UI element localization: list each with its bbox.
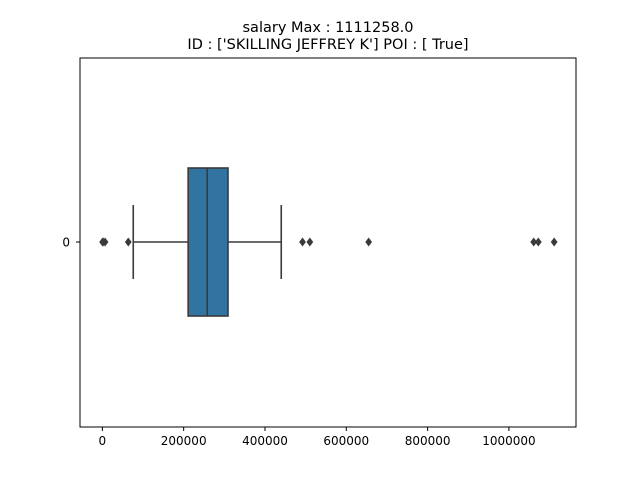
y-tick-label: 0 [62,236,70,250]
x-tick-label: 200000 [161,434,207,448]
y-axis: 0 [62,236,80,250]
iqr-box [187,167,229,317]
x-tick-label: 400000 [242,434,288,448]
outlier-point [99,237,107,247]
outlier-point [550,237,558,247]
outlier-point [124,237,132,247]
chart-title-line1: salary Max : 1111258.0 [243,20,414,36]
outlier-point [534,237,542,247]
chart-title-line2: ID : ['SKILLING JEFFREY K'] POI : [ True… [187,37,468,53]
outlier-point [299,237,306,247]
x-tick-label: 600000 [323,434,369,448]
outlier-point [530,237,538,247]
plot-area [79,57,577,428]
outlier-point [306,237,314,247]
outlier-point [365,237,373,247]
x-axis: 0 200000 400000 600000 800000 1000000 [99,427,536,448]
x-tick-label: 0 [99,434,107,448]
x-tick-label: 1000000 [482,434,535,448]
x-tick-label: 800000 [405,434,451,448]
